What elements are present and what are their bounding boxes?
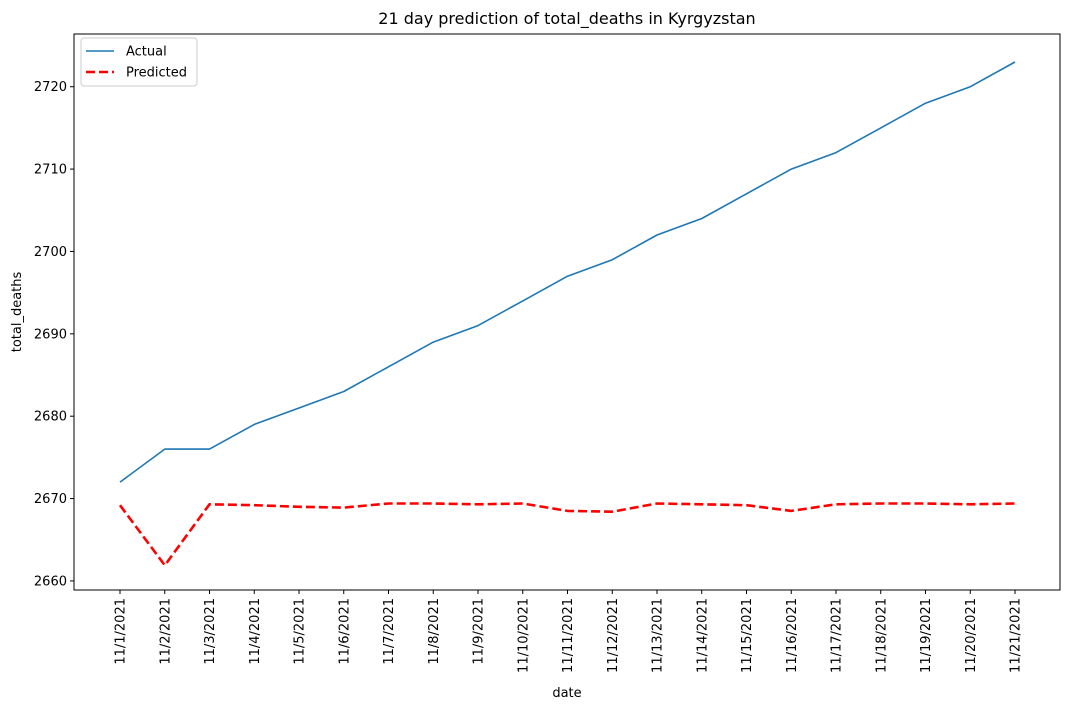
x-tick-label: 11/7/2021	[382, 598, 397, 665]
data-point-predicted	[477, 503, 479, 505]
data-point-actual	[1014, 61, 1016, 63]
data-point-actual	[477, 325, 479, 327]
data-point-actual	[432, 341, 434, 343]
data-point-predicted	[746, 504, 748, 506]
data-point-actual	[209, 448, 211, 450]
y-tick-label: 2720	[34, 80, 67, 95]
data-point-predicted	[388, 503, 390, 505]
y-tick-label: 2660	[34, 574, 67, 589]
x-axis: 11/1/2021 11/2/2021 11/3/2021 11/4/2021 11/5…	[114, 590, 1024, 673]
x-tick-label: 11/21/2021	[1009, 598, 1024, 673]
chart-title: 21 day prediction of total_deaths in Kyr…	[378, 9, 755, 29]
x-axis-label: date	[552, 686, 581, 701]
x-tick-label: 11/19/2021	[919, 598, 934, 673]
series-line-predicted	[118, 502, 1016, 567]
data-point-predicted	[611, 511, 613, 513]
data-point-predicted	[119, 504, 121, 506]
series-layer	[118, 61, 1016, 567]
x-tick-label: 11/4/2021	[248, 598, 263, 665]
data-point-actual	[925, 102, 927, 104]
data-point-predicted	[880, 503, 882, 505]
data-point-predicted	[656, 503, 658, 505]
data-point-predicted	[164, 564, 166, 566]
data-point-predicted	[432, 503, 434, 505]
x-tick-label: 11/1/2021	[114, 598, 129, 665]
data-point-actual	[164, 448, 166, 450]
data-point-actual	[611, 259, 613, 261]
data-point-actual	[880, 127, 882, 129]
legend: Actual Predicted	[80, 37, 198, 87]
data-point-actual	[656, 234, 658, 236]
data-point-predicted	[1014, 503, 1016, 505]
data-point-actual	[343, 390, 345, 392]
x-tick-label: 11/18/2021	[874, 598, 889, 673]
x-tick-label: 11/15/2021	[740, 598, 755, 673]
x-tick-label: 11/6/2021	[337, 598, 352, 665]
x-tick-label: 11/10/2021	[516, 598, 531, 673]
x-tick-label: 11/14/2021	[695, 598, 710, 673]
y-tick-label: 2680	[34, 410, 67, 425]
data-point-actual	[701, 218, 703, 220]
x-tick-label: 11/20/2021	[964, 598, 979, 673]
y-axis-label: total_deaths	[10, 272, 25, 353]
data-point-predicted	[969, 503, 971, 505]
data-point-actual	[388, 366, 390, 368]
data-point-predicted	[790, 510, 792, 512]
x-tick-label: 11/11/2021	[561, 598, 576, 673]
y-tick-label: 2690	[34, 327, 67, 342]
data-point-predicted	[298, 506, 300, 508]
data-point-predicted	[209, 503, 211, 505]
y-tick-label: 2710	[34, 163, 67, 178]
data-point-predicted	[253, 504, 255, 506]
y-tick-label: 2670	[34, 492, 67, 507]
data-point-actual	[253, 423, 255, 425]
data-point-actual	[835, 152, 837, 154]
legend-label-predicted: Predicted	[126, 66, 187, 81]
x-tick-label: 11/17/2021	[830, 598, 845, 673]
data-point-predicted	[343, 507, 345, 509]
series-line-actual	[119, 61, 1016, 483]
x-tick-label: 11/12/2021	[606, 598, 621, 673]
data-point-predicted	[925, 503, 927, 505]
y-axis: 2660 2670 2680 2690 2700 2710 2720	[34, 80, 74, 589]
data-point-actual	[567, 275, 569, 277]
x-tick-label: 11/9/2021	[472, 598, 487, 665]
x-tick-label: 11/3/2021	[203, 598, 218, 665]
legend-label-actual: Actual	[126, 45, 167, 60]
legend-frame	[80, 37, 198, 87]
data-point-actual	[746, 193, 748, 195]
x-tick-label: 11/5/2021	[293, 598, 308, 665]
data-point-actual	[969, 86, 971, 88]
x-tick-label: 11/16/2021	[785, 598, 800, 673]
x-tick-label: 11/8/2021	[427, 598, 442, 665]
data-point-actual	[298, 407, 300, 409]
data-point-actual	[119, 481, 121, 483]
plot-area-frame	[73, 33, 1061, 591]
data-point-actual	[522, 300, 524, 302]
data-point-predicted	[567, 510, 569, 512]
x-tick-label: 11/2/2021	[158, 598, 173, 665]
y-tick-label: 2700	[34, 245, 67, 260]
data-point-predicted	[701, 503, 703, 505]
data-point-actual	[790, 168, 792, 170]
data-point-predicted	[835, 503, 837, 505]
data-point-predicted	[522, 503, 524, 505]
x-tick-label: 11/13/2021	[651, 598, 666, 673]
